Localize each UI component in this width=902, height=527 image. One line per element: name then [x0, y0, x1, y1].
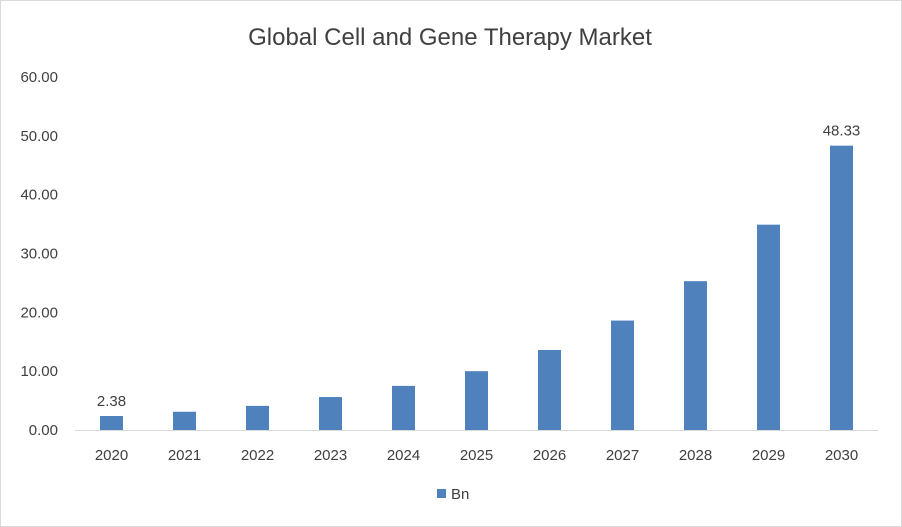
data-label: 2.38 [97, 393, 126, 410]
bars [100, 145, 853, 430]
x-tick-label: 2029 [752, 447, 785, 464]
bar [538, 349, 561, 430]
y-tick-label: 40.00 [20, 187, 58, 204]
legend-label: Bn [451, 486, 469, 503]
x-tick-label: 2027 [606, 447, 639, 464]
bar [173, 411, 196, 430]
y-tick-label: 30.00 [20, 246, 58, 263]
bar [611, 320, 634, 430]
bar [100, 415, 123, 430]
x-axis: 2020 2021 2022 2023 2024 2025 2026 2027 2028 2029… [95, 447, 858, 464]
bar [319, 397, 342, 430]
bar [830, 145, 853, 430]
bar [392, 385, 415, 430]
x-tick-label: 2021 [168, 447, 201, 464]
x-tick-label: 2024 [387, 447, 420, 464]
data-labels: 2.38 48.33 [97, 123, 860, 410]
x-tick-label: 2025 [460, 447, 493, 464]
x-tick-label: 2022 [241, 447, 274, 464]
y-tick-label: 60.00 [20, 69, 58, 86]
chart-title: Global Cell and Gene Therapy Market [248, 24, 652, 51]
legend: Bn [437, 486, 469, 503]
y-tick-label: 10.00 [20, 363, 58, 380]
y-tick-label: 0.00 [29, 422, 58, 439]
x-tick-label: 2028 [679, 447, 712, 464]
y-axis: 0.00 10.00 20.00 30.00 40.00 50.00 60.00 [20, 69, 58, 439]
data-label: 48.33 [823, 123, 861, 140]
x-tick-label: 2030 [825, 447, 858, 464]
x-tick-label: 2020 [95, 447, 128, 464]
bar [757, 224, 780, 430]
y-tick-label: 50.00 [20, 128, 58, 145]
y-tick-label: 20.00 [20, 304, 58, 321]
bar [684, 281, 707, 430]
x-tick-label: 2026 [533, 447, 566, 464]
bar [465, 371, 488, 430]
x-tick-label: 2023 [314, 447, 347, 464]
bar [246, 405, 269, 430]
legend-swatch [437, 489, 446, 498]
